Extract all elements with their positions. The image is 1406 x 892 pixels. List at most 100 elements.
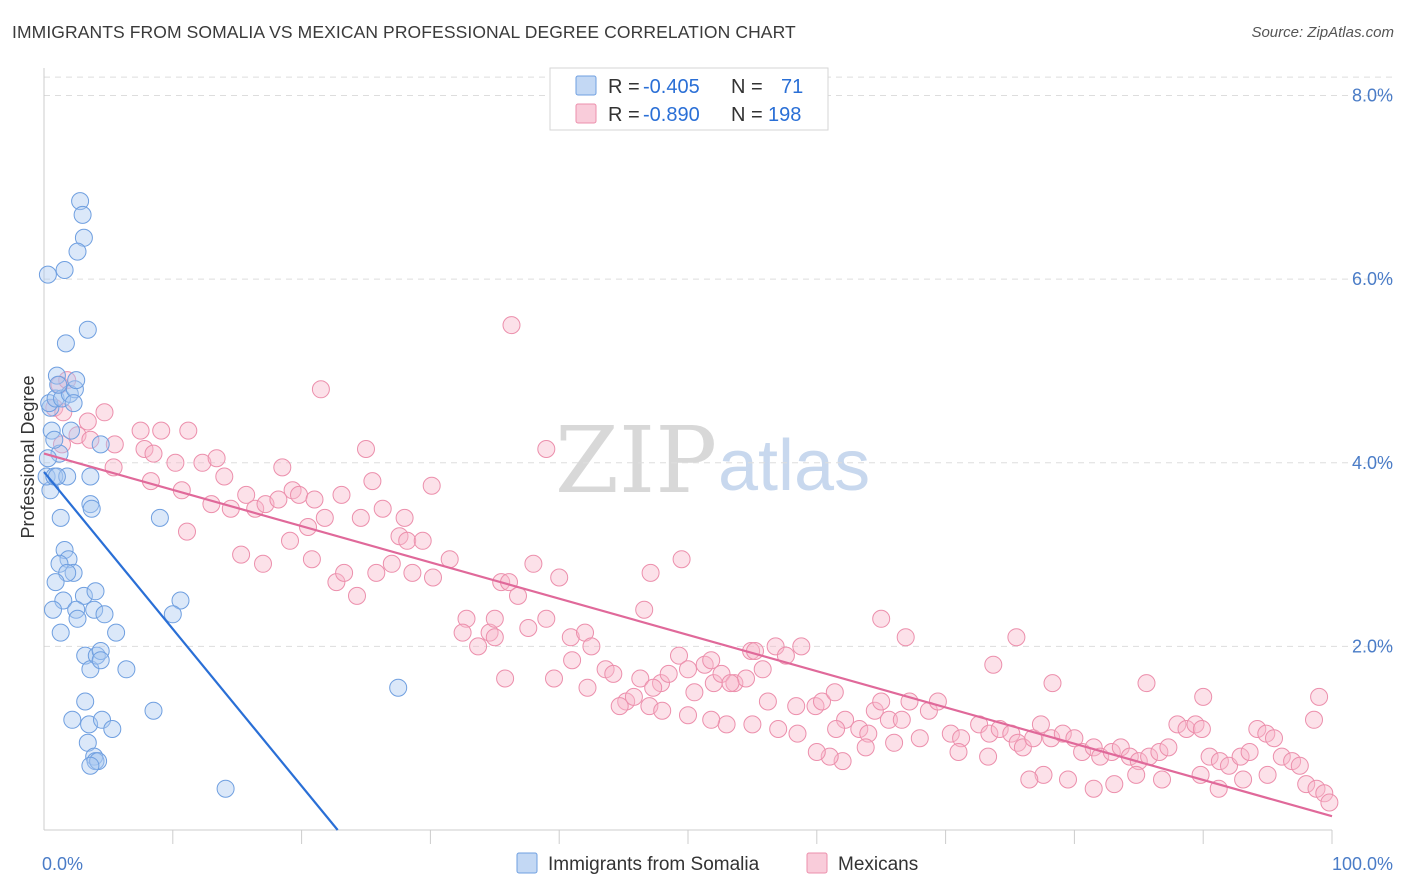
watermark-atlas: atlas	[718, 426, 870, 506]
mexicans-point-151	[1290, 756, 1309, 775]
mexicans-point-66	[524, 554, 543, 573]
mexicans-point-71	[582, 637, 601, 656]
trend-line-somalia	[43, 471, 339, 831]
mexicans-point-170	[807, 743, 826, 761]
somalia-point-36	[46, 573, 65, 592]
mexicans-point-22	[178, 522, 196, 541]
mexicans-point-32	[305, 490, 324, 509]
legend-r-value-mexicans: -0.890	[643, 104, 700, 126]
somalia-point-54	[389, 678, 408, 697]
somalia-point-22	[38, 449, 57, 468]
somalia-point-53	[117, 660, 136, 679]
series-mexicans	[45, 316, 1339, 812]
somalia-point-52	[91, 651, 110, 670]
mexicans-point-185	[311, 380, 330, 399]
x-tick-label-1: 100.0%	[1332, 854, 1393, 874]
mexicans-point-178	[485, 628, 504, 647]
mexicans-point-80	[659, 664, 678, 683]
mexicans-point-171	[788, 724, 807, 743]
mexicans-point-115	[952, 729, 971, 748]
mexicans-point-189	[872, 609, 891, 628]
mexicans-point-108	[879, 710, 898, 729]
somalia-point-41	[95, 605, 114, 624]
mexicans-point-174	[717, 715, 736, 734]
mexicans-point-31	[290, 485, 308, 504]
somalia-point-2	[71, 192, 90, 211]
somalia-point-69	[44, 600, 62, 619]
mexicans-point-54	[403, 563, 422, 582]
mexicans-point-30	[283, 481, 302, 500]
mexicans-point-50	[335, 563, 354, 582]
mexicans-point-177	[653, 701, 672, 720]
mexicans-point-12	[152, 421, 171, 440]
mexicans-point-40	[373, 499, 392, 518]
somalia-point-60	[144, 701, 163, 720]
somalia-point-42	[67, 600, 86, 619]
mexicans-point-201	[827, 720, 846, 738]
mexicans-point-141	[1200, 747, 1219, 766]
mexicans-point-47	[254, 554, 272, 573]
mexicans-point-199	[885, 733, 904, 752]
mexicans-point-140	[1192, 720, 1211, 738]
mexicans-point-165	[1034, 765, 1053, 784]
mexicans-point-101	[813, 692, 831, 711]
mexicans-point-82	[670, 646, 688, 665]
somalia-point-25	[58, 467, 77, 486]
mexicans-point-65	[519, 619, 538, 637]
somalia-point-44	[171, 591, 190, 610]
somalia-point-67	[49, 375, 68, 394]
y-tick-label-3: 8.0%	[1352, 86, 1393, 106]
mexicans-point-146	[1248, 720, 1267, 738]
mexicans-point-5	[95, 403, 114, 422]
mexicans-point-179	[496, 669, 515, 688]
somalia-point-37	[54, 591, 73, 610]
mexicans-point-125	[1053, 724, 1072, 743]
mexicans-point-111	[910, 729, 929, 748]
somalia-point-51	[91, 642, 110, 660]
mexicans-point-182	[610, 697, 629, 716]
somalia-point-7	[78, 320, 97, 339]
mexicans-point-194	[1194, 687, 1213, 706]
mexicans-point-25	[237, 485, 256, 504]
somalia-point-31	[55, 541, 74, 559]
mexicans-point-198	[949, 743, 968, 761]
bottom-legend-swatch-mexicans	[806, 852, 828, 874]
mexicans-point-138	[1177, 720, 1196, 738]
mexicans-point-100	[806, 697, 825, 716]
mexicans-point-162	[1105, 775, 1124, 794]
mexicans-point-69	[561, 628, 580, 647]
mexicans-point-107	[872, 692, 891, 711]
y-tick-label-2: 6.0%	[1352, 269, 1393, 289]
somalia-point-29	[82, 499, 101, 518]
mexicans-point-81	[635, 600, 654, 619]
somalia-point-40	[85, 600, 104, 619]
mexicans-point-14	[144, 444, 163, 463]
mexicans-point-195	[1310, 687, 1329, 706]
legend-r-value-somalia: -0.405	[643, 76, 700, 98]
legend-n-label-somalia: N =	[731, 76, 763, 98]
somalia-point-14	[65, 380, 84, 399]
mexicans-point-103	[836, 710, 855, 729]
mexicans-point-148	[1265, 729, 1283, 748]
mexicans-point-59	[469, 637, 488, 656]
mexicans-point-105	[859, 724, 878, 743]
mexicans-point-102	[825, 683, 844, 702]
chart-source: Source: ZipAtlas.com	[1251, 24, 1394, 41]
mexicans-point-191	[1007, 628, 1026, 647]
mexicans-point-35	[315, 508, 334, 527]
mexicans-point-55	[424, 568, 442, 587]
mexicans-point-11	[135, 440, 154, 458]
mexicans-point-157	[1234, 770, 1253, 789]
mexicans-point-144	[1231, 747, 1250, 766]
bottom-legend-label-somalia: Immigrants from Somalia	[548, 854, 760, 875]
mexicans-point-97	[702, 651, 721, 670]
mexicans-point-166	[1020, 770, 1039, 789]
mexicans-point-53	[382, 554, 401, 573]
somalia-point-0	[38, 265, 57, 284]
mexicans-point-137	[1168, 715, 1187, 734]
somalia-point-15	[67, 371, 86, 390]
chart-title: IMMIGRANTS FROM SOMALIA VS MEXICAN PROFE…	[12, 22, 796, 42]
mexicans-point-172	[769, 720, 788, 738]
mexicans-point-28	[269, 490, 288, 509]
y-tick-labels: 2.0% 4.0% 6.0% 8.0%	[1352, 86, 1393, 657]
